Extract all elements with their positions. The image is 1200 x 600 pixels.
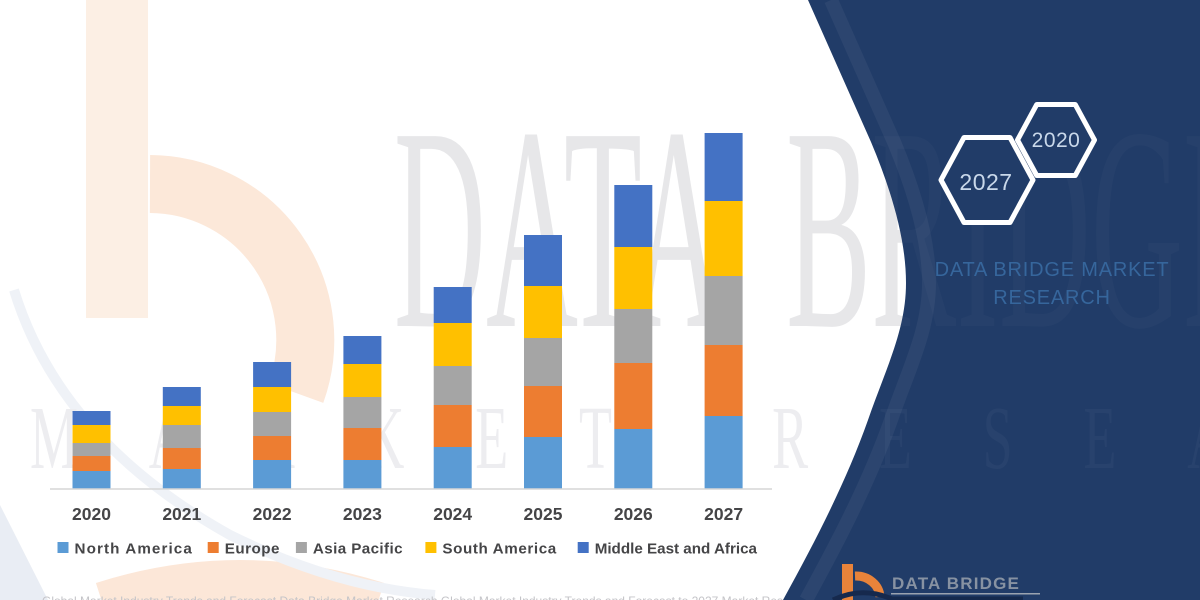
svg-text:North America: North America xyxy=(75,541,193,558)
svg-text:2026: 2026 xyxy=(614,504,653,524)
svg-text:Global Market Industry Trends: Global Market Industry Trends and Foreca… xyxy=(42,594,813,600)
svg-text:2021: 2021 xyxy=(162,504,201,524)
svg-text:2024: 2024 xyxy=(433,504,472,524)
svg-text:2022: 2022 xyxy=(253,504,292,524)
svg-text:2020: 2020 xyxy=(1032,129,1081,152)
svg-text:DATA BRIDGE MARKET: DATA BRIDGE MARKET xyxy=(935,259,1170,281)
svg-text:Middle East and Africa: Middle East and Africa xyxy=(595,541,758,558)
svg-text:2020: 2020 xyxy=(72,504,111,524)
svg-text:2023: 2023 xyxy=(343,504,382,524)
svg-text:South America: South America xyxy=(442,541,556,558)
svg-text:Asia Pacific: Asia Pacific xyxy=(313,541,403,558)
svg-text:2025: 2025 xyxy=(524,504,563,524)
svg-text:2027: 2027 xyxy=(959,169,1012,195)
svg-text:DATA BRIDGE: DATA BRIDGE xyxy=(892,574,1020,593)
svg-text:2027: 2027 xyxy=(704,504,743,524)
svg-text:RESEARCH: RESEARCH xyxy=(993,287,1111,309)
svg-text:Europe: Europe xyxy=(225,541,280,558)
